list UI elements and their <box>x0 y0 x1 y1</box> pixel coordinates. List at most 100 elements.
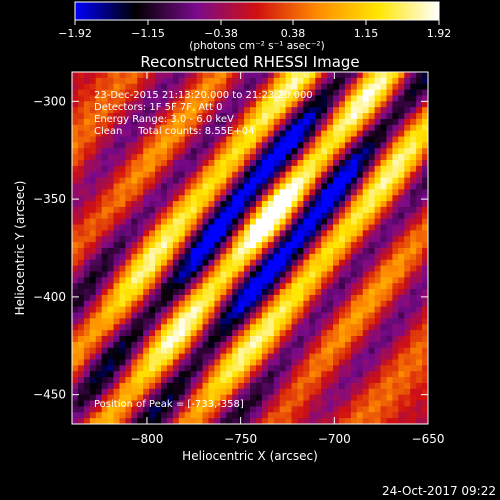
heatmap-cell <box>315 294 322 302</box>
heatmap-cell <box>72 324 79 331</box>
heatmap-cell <box>327 248 334 255</box>
heatmap-cell <box>416 341 423 349</box>
heatmap-cell <box>89 136 97 143</box>
heatmap-cell <box>83 95 91 102</box>
heatmap-cell <box>220 253 227 261</box>
heatmap-cell <box>226 341 233 349</box>
heatmap-cell <box>398 113 405 120</box>
heatmap-cell <box>149 406 156 413</box>
heatmap-cell <box>208 72 215 79</box>
heatmap-cell <box>214 148 221 155</box>
heatmap-cell <box>107 212 115 220</box>
heatmap-cell <box>178 365 186 372</box>
heatmap-cell <box>279 136 287 143</box>
heatmap-cell <box>350 83 358 91</box>
heatmap-cell <box>273 230 281 237</box>
heatmap-cell <box>101 195 109 202</box>
heatmap-cell <box>279 406 287 413</box>
heatmap-cell <box>119 341 126 349</box>
heatmap-cell <box>161 165 168 173</box>
heatmap-cell <box>279 248 287 255</box>
heatmap-cell <box>285 418 293 424</box>
colorbar-unit-label: (photons cm⁻² s⁻¹ asec⁻²) <box>189 40 324 52</box>
heatmap-cell <box>208 394 215 402</box>
heatmap-cell <box>380 224 388 231</box>
heatmap-cell <box>113 265 121 273</box>
heatmap-cell <box>244 300 251 308</box>
heatmap-cell <box>386 324 393 331</box>
heatmap-cell <box>202 171 210 179</box>
heatmap-cell <box>291 271 299 278</box>
heatmap-cell <box>149 300 156 308</box>
heatmap-cell <box>315 77 322 85</box>
heatmap-cell <box>89 359 97 366</box>
heatmap-cell <box>291 171 299 179</box>
heatmap-cell <box>422 224 428 231</box>
heatmap-cell <box>374 148 382 155</box>
heatmap-cell <box>232 259 239 267</box>
heatmap-cell <box>119 160 126 167</box>
heatmap-cell <box>101 183 109 190</box>
heatmap-cell <box>392 330 399 337</box>
heatmap-cell <box>155 347 162 355</box>
heatmap-cell <box>220 294 227 302</box>
heatmap-cell <box>410 242 417 249</box>
heatmap-cell <box>416 336 423 343</box>
heatmap-cell <box>214 353 221 361</box>
heatmap-cell <box>119 113 126 120</box>
heatmap-cell <box>214 236 221 243</box>
heatmap-cell <box>178 259 186 267</box>
heatmap-cell <box>386 201 393 208</box>
heatmap-cell <box>386 388 393 396</box>
heatmap-cell <box>220 371 227 378</box>
heatmap-cell <box>321 189 328 196</box>
heatmap-cell <box>101 324 109 331</box>
heatmap-cell <box>202 418 210 424</box>
heatmap-cell <box>95 388 103 396</box>
heatmap-cell <box>380 113 388 120</box>
heatmap-cell <box>380 412 388 419</box>
heatmap-cell <box>77 89 85 97</box>
heatmap-cell <box>398 136 405 143</box>
heatmap-cell <box>125 101 132 108</box>
heatmap-cell <box>333 77 340 85</box>
heatmap-cell <box>149 212 156 220</box>
heatmap-cell <box>220 218 227 226</box>
heatmap-cell <box>244 365 251 372</box>
heatmap-cell <box>131 324 138 331</box>
heatmap-cell <box>380 377 388 384</box>
heatmap-cell <box>339 353 346 361</box>
heatmap-cell <box>291 154 299 161</box>
heatmap-cell <box>297 259 304 267</box>
heatmap-cell <box>161 312 168 319</box>
heatmap-cell <box>362 224 370 231</box>
heatmap-cell <box>350 382 358 390</box>
heatmap-cell <box>101 165 109 173</box>
heatmap-cell <box>232 160 239 167</box>
heatmap-cell <box>321 353 328 361</box>
heatmap-cell <box>416 306 423 314</box>
heatmap-cell <box>321 118 328 126</box>
heatmap-cell <box>101 371 109 378</box>
heatmap-cell <box>422 142 428 149</box>
heatmap-cell <box>155 294 162 302</box>
heatmap-cell <box>161 271 168 278</box>
heatmap-cell <box>184 400 192 407</box>
heatmap-cell <box>410 236 417 243</box>
heatmap-cell <box>368 388 376 396</box>
heatmap-cell <box>202 83 210 91</box>
heatmap-cell <box>339 388 346 396</box>
heatmap-cell <box>279 160 287 167</box>
heatmap-cell <box>166 371 174 378</box>
heatmap-cell <box>155 400 162 407</box>
heatmap-cell <box>285 189 293 196</box>
heatmap-cell <box>350 312 358 319</box>
heatmap-cell <box>303 218 310 226</box>
heatmap-cell <box>113 336 121 343</box>
heatmap-cell <box>368 230 376 237</box>
heatmap-cell <box>291 72 299 79</box>
heatmap-cell <box>339 230 346 237</box>
heatmap-cell <box>107 206 115 214</box>
heatmap-cell <box>155 160 162 167</box>
heatmap-cell <box>107 324 115 331</box>
